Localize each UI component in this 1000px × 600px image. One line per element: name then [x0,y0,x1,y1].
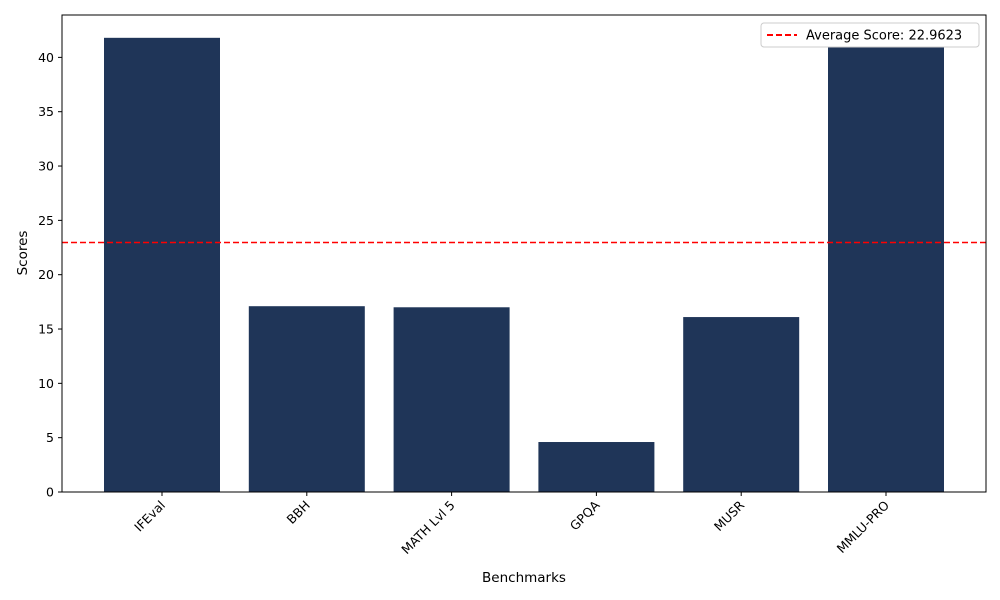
bar-musr [683,317,800,492]
x-tick-label: MMLU-PRO [834,497,893,556]
x-axis-label: Benchmarks [482,570,566,586]
y-tick-label: 15 [38,322,54,337]
y-tick-label: 25 [38,213,54,228]
bar-gpqa [538,442,655,492]
legend-label: Average Score: 22.9623 [806,29,962,44]
x-tick-label: IFEval [131,498,168,535]
x-tick-label: MUSR [711,497,748,534]
bar-math-lvl-5 [393,307,510,492]
bar-ifeval [104,37,220,492]
y-tick-label: 40 [38,50,54,65]
bars-layer [104,37,944,493]
legend: Average Score: 22.9623 [760,22,980,48]
y-axis-ticks: 0 5 10 15 20 25 30 35 40 [38,50,62,500]
plot-frame [61,14,987,493]
y-tick-label: 20 [38,267,54,282]
x-axis-ticks: IFEval BBH MATH Lvl 5 GPQA MUSR MMLU-PRO [131,492,892,557]
x-tick-label: MATH Lvl 5 [398,498,457,557]
legend-box [760,22,980,48]
y-tick-label: 30 [38,159,54,174]
x-tick-label: GPQA [567,497,603,533]
bar-bbh [248,306,365,492]
y-tick-label: 10 [38,376,54,391]
y-tick-label: 35 [38,104,54,119]
y-tick-label: 0 [46,485,54,500]
y-tick-label: 5 [46,430,54,445]
bar-mmlu-pro [828,45,944,493]
x-tick-label: BBH [284,498,313,527]
y-axis-label: Scores [15,231,31,276]
